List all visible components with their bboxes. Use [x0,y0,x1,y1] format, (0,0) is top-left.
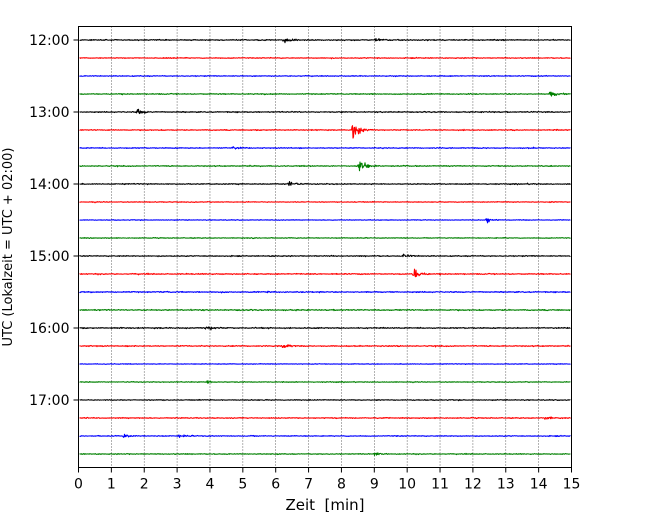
x-tick-label: 2 [140,477,149,493]
seismic-trace-1400 [79,181,571,187]
y-tick-label: 17:00 [29,393,69,409]
seismic-trace-1700 [79,398,571,402]
seismic-trace-1515 [79,268,571,278]
x-tick-label: 10 [398,477,416,493]
seismic-traces [79,38,571,456]
x-tick-label: 7 [304,477,313,493]
x-tick-label: 5 [238,477,247,493]
seismic-trace-1645 [79,380,571,384]
seismic-trace-1300 [79,108,571,115]
y-tick-label: 12:00 [29,33,69,49]
seismic-trace-1245 [79,91,571,97]
plot-frame [78,26,572,468]
seismic-trace-1430 [79,218,571,224]
seismic-trace-1330 [79,146,571,150]
seismic-trace-1630 [79,363,571,366]
x-tick-label: 6 [271,477,280,493]
x-tick-label: 4 [206,477,215,493]
seismic-trace-1530 [79,290,571,294]
x-tick-label: 11 [431,477,449,493]
seismic-trace-1600 [79,326,571,331]
seismic-trace-1500 [79,253,571,258]
seismic-trace-1445 [79,236,571,240]
y-tick-label: 14:00 [29,177,69,193]
x-tick-label: 9 [370,477,379,493]
y-tick-label: 15:00 [29,249,69,265]
y-tick-label: 13:00 [29,105,69,121]
x-axis-ticks: 0 1 2 3 4 5 6 7 8 9 10 11 12 13 14 15 [74,467,581,493]
x-tick-label: 1 [107,477,116,493]
grid-lines [111,26,539,468]
x-tick-label: 3 [173,477,182,493]
seismic-trace-1415 [79,200,571,204]
x-tick-label: 8 [337,477,346,493]
seismic-trace-1615 [79,344,571,349]
y-axis-title: UTC (Lokalzeit = UTC + 02:00) [1,148,16,347]
seismic-trace-1345 [79,161,571,172]
x-axis-title: Zeit [min] [285,496,364,514]
x-tick-label: 15 [563,477,581,493]
x-tick-label: 14 [530,477,548,493]
seismic-trace-1230 [79,74,571,78]
x-tick-label: 0 [74,477,83,493]
x-tick-label: 13 [497,477,515,493]
y-tick-label: 16:00 [29,321,69,337]
seismic-trace-1215 [79,56,571,60]
y-axis-ticks: 12:00 13:00 14:00 15:00 16:00 17:00 [29,33,79,409]
seismic-trace-1200 [79,38,571,44]
seismic-trace-1315 [79,125,571,139]
seismic-trace-1745 [79,452,571,456]
seismic-trace-1730 [79,433,571,438]
seismic-trace-1545 [79,308,571,312]
seismic-trace-1715 [79,416,571,420]
x-tick-label: 12 [464,477,482,493]
